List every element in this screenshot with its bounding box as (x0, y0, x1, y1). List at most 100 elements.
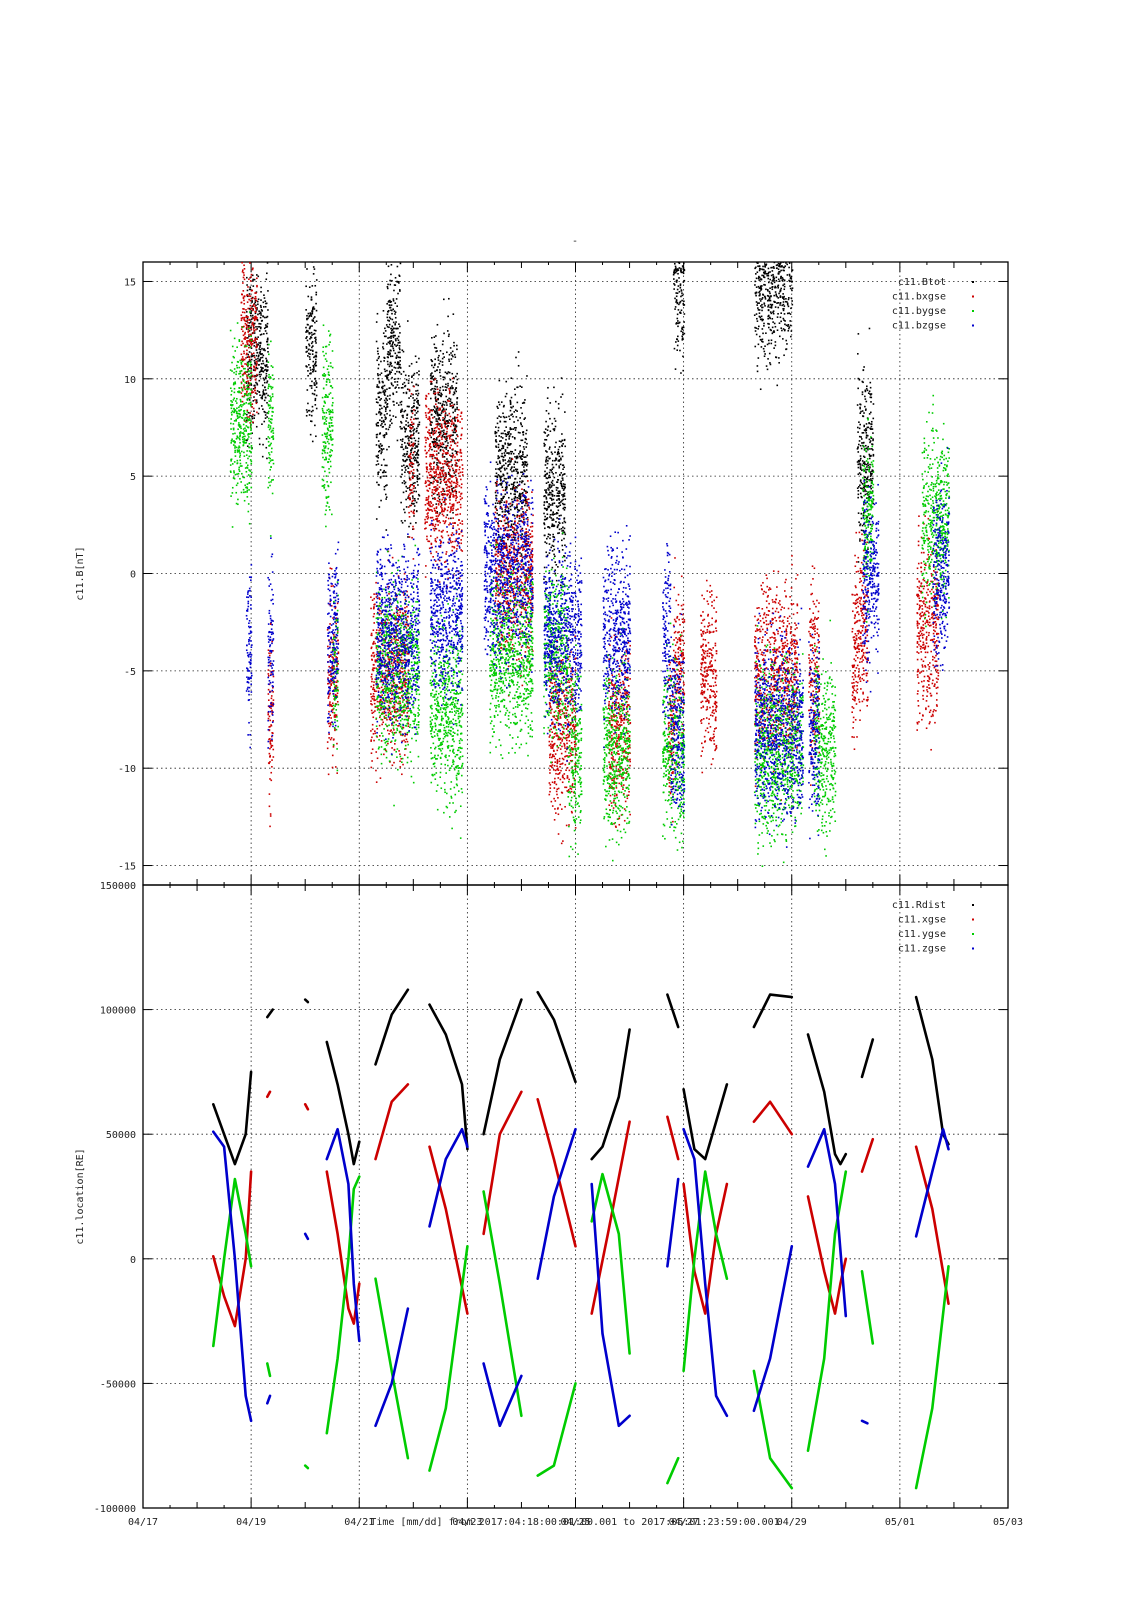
data-point (680, 331, 682, 333)
data-point (307, 403, 309, 405)
data-point (395, 317, 397, 319)
data-point (859, 484, 861, 486)
data-point (446, 351, 448, 353)
data-point (527, 463, 529, 465)
data-point (774, 231, 776, 233)
data-point (516, 456, 518, 458)
data-point (430, 383, 432, 385)
data-point (680, 216, 682, 218)
data-point (502, 445, 504, 447)
data-point (757, 328, 759, 330)
data-point (310, 349, 312, 351)
data-point (440, 393, 442, 395)
data-point (386, 465, 388, 467)
data-point (305, 337, 307, 339)
data-point (254, 399, 256, 401)
data-point (873, 403, 875, 405)
data-point (861, 513, 863, 515)
data-point (252, 414, 254, 416)
data-point (522, 452, 524, 454)
data-point (522, 492, 524, 494)
data-point (443, 356, 445, 358)
data-point (511, 467, 513, 469)
data-point (259, 394, 261, 396)
data-point (401, 773, 403, 775)
data-point (866, 388, 868, 390)
data-point (243, 297, 245, 299)
data-point (775, 293, 777, 295)
data-point (504, 442, 506, 444)
data-point (241, 314, 243, 316)
data-point (332, 657, 334, 659)
data-point (371, 647, 373, 649)
data-point (371, 737, 373, 739)
data-point (328, 733, 330, 735)
data-point (517, 471, 519, 473)
data-point (682, 251, 684, 253)
data-point (505, 435, 507, 437)
data-point (555, 442, 557, 444)
data-point (755, 211, 757, 213)
data-point (243, 300, 245, 302)
data-point (762, 259, 764, 261)
data-point (329, 701, 331, 703)
data-point (390, 309, 392, 311)
data-point (779, 322, 781, 324)
data-point (517, 386, 519, 388)
data-point (387, 284, 389, 286)
data-point (557, 452, 559, 454)
data-point (756, 304, 758, 306)
data-point (764, 271, 766, 273)
data-point (264, 365, 266, 367)
data-point (863, 504, 865, 506)
data-point (781, 280, 783, 282)
data-point (777, 313, 779, 315)
data-point (445, 396, 447, 398)
data-point (449, 372, 451, 374)
data-point (372, 724, 374, 726)
data-point (395, 367, 397, 369)
data-point (404, 456, 406, 458)
data-point (265, 414, 267, 416)
data-point (779, 280, 781, 282)
data-point (393, 401, 395, 403)
data-point (517, 402, 519, 404)
data-point (778, 362, 780, 364)
data-point (682, 356, 684, 358)
data-point (402, 522, 404, 524)
data-point (372, 748, 374, 750)
data-point (512, 488, 514, 490)
data-point (247, 294, 249, 296)
data-point (378, 358, 380, 360)
data-point (313, 307, 315, 309)
data-point (270, 780, 272, 782)
data-point (505, 463, 507, 465)
data-point (243, 257, 245, 259)
data-point (416, 412, 418, 414)
data-point (403, 740, 405, 742)
data-point (373, 684, 375, 686)
data-point (678, 285, 680, 287)
data-point (271, 766, 273, 768)
data-point (331, 705, 333, 707)
data-point (434, 358, 436, 360)
data-point (385, 498, 387, 500)
data-point (438, 414, 440, 416)
data-point (439, 389, 441, 391)
data-point (396, 391, 398, 393)
data-point (521, 482, 523, 484)
data-point (390, 420, 392, 422)
data-point (327, 629, 329, 631)
data-point (507, 539, 509, 541)
data-point (387, 730, 389, 732)
data-point (762, 228, 764, 230)
data-point (404, 453, 406, 455)
data-point (518, 520, 520, 522)
data-point (381, 451, 383, 453)
data-point (390, 356, 392, 358)
data-point (761, 225, 763, 227)
data-point (673, 257, 675, 259)
data-point (767, 290, 769, 292)
data-point (860, 480, 862, 482)
data-point (444, 447, 446, 449)
